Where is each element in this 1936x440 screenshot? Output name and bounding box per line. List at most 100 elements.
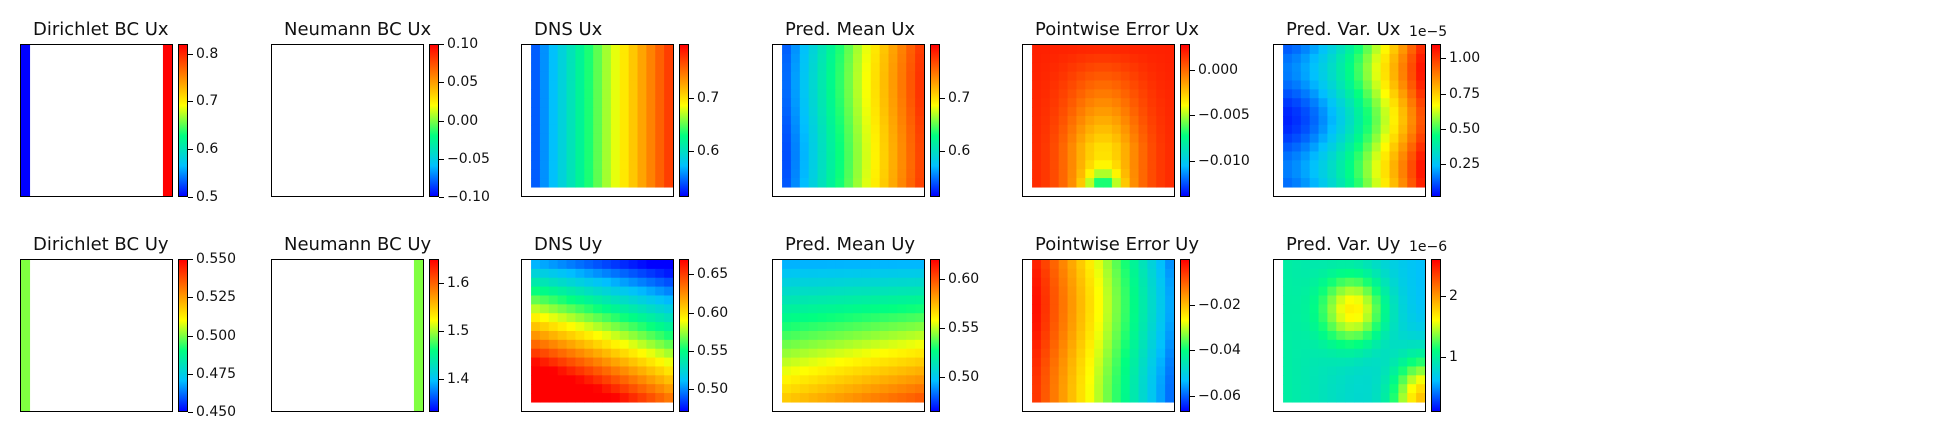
heatmap-cell [782, 366, 792, 376]
heatmap-cell [575, 169, 585, 179]
heatmap-cell [1407, 260, 1417, 270]
heatmap-cell [1398, 133, 1408, 144]
heatmap-cell [539, 295, 550, 305]
heatmap-cell [1300, 277, 1311, 288]
heatmap-cell [817, 98, 828, 108]
heatmap-cell [1380, 151, 1391, 161]
heatmap-cell [835, 295, 845, 305]
heatmap-cell [1129, 89, 1140, 99]
heatmap-cell [1049, 260, 1060, 270]
heatmap-cell [1138, 115, 1148, 126]
heatmap-cell [531, 62, 541, 73]
heatmap-cell [1138, 339, 1148, 350]
heatmap-cell [808, 393, 819, 403]
heatmap-cell [1389, 260, 1399, 270]
heatmap-cell [853, 62, 863, 73]
heatmap-cell [1309, 375, 1320, 385]
heatmap-cell [1058, 62, 1069, 73]
colorbar-tick [1190, 115, 1195, 116]
heatmap-cell [1318, 53, 1329, 64]
heatmap-cell [1076, 80, 1086, 90]
heatmap-cell [1345, 115, 1355, 126]
heatmap-cell [610, 286, 621, 297]
heatmap-cell [906, 89, 916, 99]
heatmap-cell [826, 142, 836, 153]
heatmap-cell [1389, 348, 1399, 359]
heatmap-cell [1407, 393, 1417, 403]
heatmap-cell [1336, 98, 1346, 108]
heatmap-cell [1362, 348, 1373, 359]
heatmap-cell [870, 133, 881, 144]
heatmap-cell [870, 286, 881, 297]
heatmap-cell [1345, 80, 1355, 90]
heatmap-cell [1309, 357, 1320, 368]
heatmap-cell [844, 133, 854, 144]
heatmap-cell [602, 357, 612, 368]
heatmap-cell [1416, 313, 1425, 323]
heatmap-cell [1094, 366, 1104, 376]
heatmap-cell [1362, 339, 1373, 350]
heatmap-cell [1085, 62, 1095, 73]
heatmap-cell [610, 115, 621, 126]
heatmap-cell [1380, 277, 1391, 288]
heatmap-cell [808, 339, 819, 350]
heatmap-cell [1327, 277, 1337, 288]
boundary-strip [21, 260, 31, 411]
heatmap-cell [1300, 330, 1311, 341]
heatmap-cell [1398, 357, 1408, 368]
heatmap-cell [1398, 160, 1408, 170]
heatmap-cell [1111, 98, 1122, 108]
heatmap-cell [1085, 260, 1095, 270]
heatmap-cell [1111, 124, 1122, 135]
heatmap-cell [1129, 53, 1140, 64]
heatmap-cell [1120, 393, 1131, 403]
heatmap-cell [1416, 295, 1425, 305]
heatmap-cell [557, 286, 568, 297]
heatmap-cell [566, 133, 577, 144]
heatmap-cell [879, 295, 890, 305]
heatmap-cell [844, 80, 854, 90]
heatmap-cell [1345, 330, 1355, 341]
heatmap-cell [539, 268, 550, 279]
heatmap-cell [844, 384, 854, 394]
heatmap-cell [870, 71, 881, 82]
heatmap-cell [557, 260, 568, 270]
heatmap-cell [1111, 375, 1122, 385]
colorbar-tick [439, 121, 444, 122]
heatmap-cell [1094, 260, 1104, 270]
heatmap-cell [1040, 286, 1051, 297]
heatmap-cell [1318, 322, 1329, 332]
heatmap-cell [531, 322, 541, 332]
heatmap-cell [628, 277, 639, 288]
heatmap-cell [539, 393, 550, 403]
heatmap-cell [1156, 260, 1166, 270]
heatmap-cell [1318, 115, 1329, 126]
heatmap-cell [548, 375, 559, 385]
heatmap-cell [539, 286, 550, 297]
heatmap-cell [1147, 178, 1157, 188]
heatmap-cell [1354, 268, 1364, 279]
heatmap-cell [1094, 393, 1104, 403]
heatmap-cell [1389, 115, 1399, 126]
heatmap-cell [1067, 151, 1078, 161]
heatmap-cell [1111, 62, 1122, 73]
heatmap-cell [637, 339, 647, 350]
heatmap-cell [1345, 348, 1355, 359]
heatmap-cell [1416, 384, 1425, 394]
heatmap-cell [1040, 295, 1051, 305]
heatmap-cell [1327, 393, 1337, 403]
heatmap-cell [1058, 348, 1069, 359]
heatmap-cell [835, 115, 845, 126]
heatmap-cell [799, 357, 810, 368]
heatmap-cell [1416, 322, 1425, 332]
panel-title: Dirichlet BC Uy [33, 234, 169, 255]
heatmap-cell [1067, 142, 1078, 153]
heatmap-cell [557, 339, 568, 350]
heatmap-cell [915, 115, 924, 126]
heatmap-cell [799, 142, 810, 153]
heatmap-cell [646, 107, 656, 117]
heatmap-cell [1362, 366, 1373, 376]
heatmap-cell [1165, 339, 1174, 350]
colorbar-exponent: 1e−5 [1409, 24, 1448, 40]
heatmap-cell [1040, 45, 1051, 55]
